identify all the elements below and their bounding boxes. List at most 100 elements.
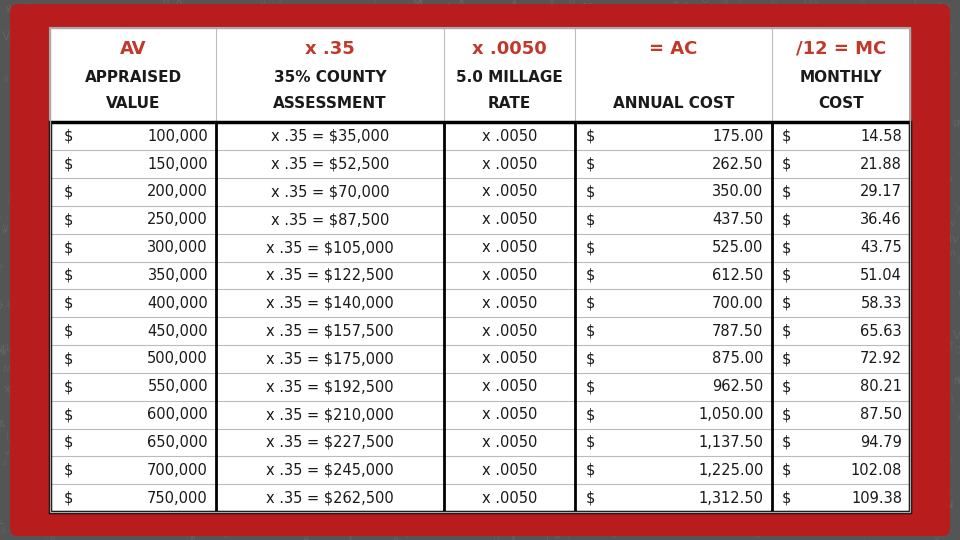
Text: A: A [344,401,350,410]
Text: x: x [791,192,798,205]
Text: A: A [123,469,129,478]
Text: x: x [577,440,582,449]
Text: i: i [820,398,823,407]
Text: a: a [10,353,17,366]
Text: v: v [951,233,958,246]
Text: o: o [452,413,459,423]
Text: a: a [915,365,920,374]
Text: v: v [146,63,153,73]
Text: x: x [184,186,190,194]
Text: i: i [950,395,952,403]
Text: y: y [360,109,366,118]
Text: 1: 1 [530,213,537,223]
Text: L: L [187,122,193,132]
Text: L: L [292,124,297,133]
Text: M: M [228,145,236,154]
Text: o: o [108,322,112,331]
Text: x: x [136,63,142,72]
Text: $: $ [64,407,73,422]
Text: v: v [320,176,327,189]
Text: V: V [718,223,725,233]
Text: n: n [604,323,610,332]
Text: y: y [482,57,489,66]
Text: a: a [859,0,865,7]
Text: 94.79: 94.79 [860,435,902,450]
Text: v: v [151,43,156,49]
Text: M: M [788,376,796,385]
Text: 1: 1 [321,101,326,110]
Text: N: N [468,145,475,155]
Text: y: y [840,43,846,52]
Text: y: y [779,448,784,458]
Text: 1: 1 [756,236,761,245]
Text: i: i [774,0,777,5]
Text: 0: 0 [40,353,47,366]
Text: 1: 1 [897,52,902,62]
Text: 0: 0 [858,329,863,338]
Text: i: i [476,173,478,179]
Text: v: v [203,157,208,167]
Text: 1: 1 [257,430,263,439]
Text: V: V [288,363,294,372]
Text: T: T [266,356,273,367]
Text: i: i [299,191,300,197]
Text: T: T [815,510,820,519]
Text: o: o [813,76,821,89]
Text: V: V [866,313,873,323]
Text: x: x [908,172,915,185]
Text: T: T [457,100,462,109]
Text: n: n [579,406,587,419]
Text: L: L [244,228,248,234]
Text: v: v [526,5,531,14]
Text: 1: 1 [581,184,588,194]
Text: o: o [499,478,507,491]
Text: o: o [350,406,358,419]
Text: 0: 0 [611,530,617,540]
Text: o: o [528,350,534,359]
Text: N: N [22,92,30,102]
Text: 0: 0 [82,21,87,30]
Text: a: a [697,499,704,509]
Text: A: A [303,535,310,540]
Text: v: v [261,1,265,7]
Text: x .35 = $175,000: x .35 = $175,000 [266,352,394,367]
Text: 51.04: 51.04 [860,268,902,283]
Text: 0: 0 [627,205,634,214]
Text: 0: 0 [595,6,601,16]
Text: n: n [25,406,31,415]
Text: M: M [455,104,465,114]
Text: A: A [126,259,132,268]
Text: 102.08: 102.08 [851,463,902,478]
Text: i: i [722,91,726,104]
Text: v: v [547,207,552,216]
Text: y: y [204,476,208,482]
Text: a: a [754,445,759,454]
Text: a: a [562,148,566,157]
Text: 21.88: 21.88 [860,157,902,172]
Text: v: v [643,356,649,366]
Text: a: a [107,176,110,182]
Text: V: V [465,13,470,23]
Text: a: a [427,526,434,536]
Text: T: T [394,342,399,351]
Text: x .0050: x .0050 [482,268,538,283]
Text: T: T [492,395,495,404]
Text: = AC: = AC [649,40,698,58]
Text: a: a [479,178,486,187]
Text: v: v [247,200,252,209]
Text: 1: 1 [588,90,592,99]
Text: o: o [876,60,883,70]
Text: N: N [229,72,239,85]
Text: i: i [628,368,631,379]
Text: 0: 0 [738,39,745,48]
Text: $: $ [64,463,73,478]
Text: n: n [348,512,354,522]
Text: V: V [167,96,174,105]
Text: 0: 0 [702,0,708,5]
Text: L: L [446,361,450,370]
Text: 1: 1 [735,53,742,63]
Text: A: A [743,448,750,457]
Text: o: o [422,461,427,470]
Text: o: o [408,445,414,454]
Text: v: v [945,60,950,70]
